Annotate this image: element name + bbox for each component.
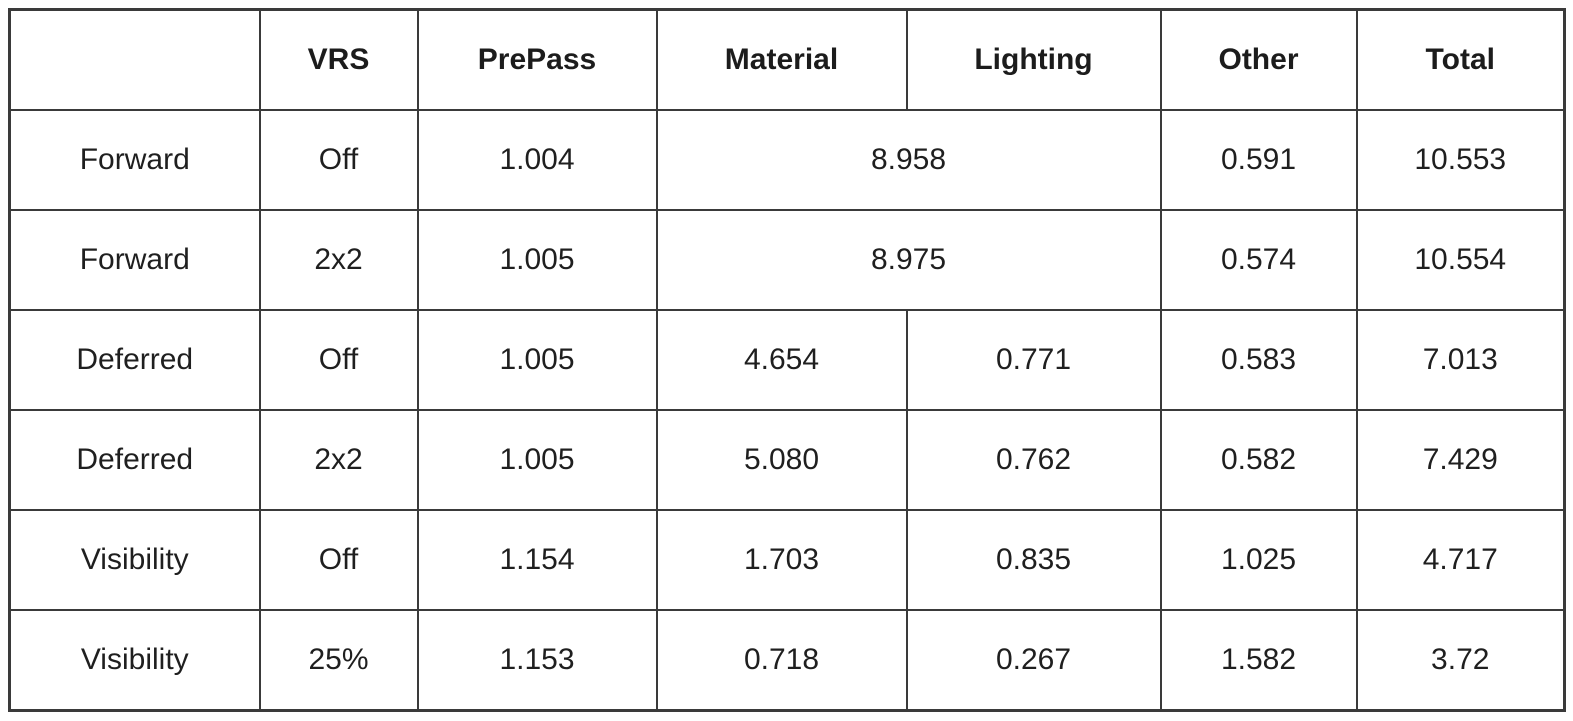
other-cell: 1.025 bbox=[1159, 509, 1358, 611]
total-cell: 10.554 bbox=[1355, 209, 1566, 311]
material-cell: 5.080 bbox=[655, 409, 908, 511]
total-cell: 7.429 bbox=[1355, 409, 1566, 511]
table-row: Forward 2x2 1.005 8.975 0.574 10.554 bbox=[8, 209, 1566, 311]
total-cell: 4.717 bbox=[1355, 509, 1566, 611]
total-cell: 3.72 bbox=[1355, 609, 1566, 712]
vrs-cell: 25% bbox=[258, 609, 419, 712]
header-material: Material bbox=[655, 8, 908, 111]
table-row: Forward Off 1.004 8.958 0.591 10.553 bbox=[8, 109, 1566, 211]
prepass-cell: 1.005 bbox=[416, 409, 658, 511]
vrs-cell: Off bbox=[258, 509, 419, 611]
pipeline-cell: Forward bbox=[8, 209, 261, 311]
lighting-cell: 0.835 bbox=[905, 509, 1162, 611]
other-cell: 0.574 bbox=[1159, 209, 1358, 311]
table-row: Visibility Off 1.154 1.703 0.835 1.025 4… bbox=[8, 509, 1566, 611]
prepass-cell: 1.005 bbox=[416, 209, 658, 311]
prepass-cell: 1.004 bbox=[416, 109, 658, 211]
prepass-cell: 1.153 bbox=[416, 609, 658, 712]
other-cell: 1.582 bbox=[1159, 609, 1358, 712]
pipeline-cell: Forward bbox=[8, 109, 261, 211]
table-row: Visibility 25% 1.153 0.718 0.267 1.582 3… bbox=[8, 609, 1566, 712]
render-timings-table: VRS PrePass Material Lighting Other Tota… bbox=[8, 8, 1566, 712]
header-other: Other bbox=[1159, 8, 1358, 111]
header-total: Total bbox=[1355, 8, 1566, 111]
vrs-cell: Off bbox=[258, 309, 419, 411]
vrs-cell: 2x2 bbox=[258, 209, 419, 311]
vrs-cell: Off bbox=[258, 109, 419, 211]
header-prepass: PrePass bbox=[416, 8, 658, 111]
prepass-cell: 1.154 bbox=[416, 509, 658, 611]
material-cell: 1.703 bbox=[655, 509, 908, 611]
lighting-cell: 0.771 bbox=[905, 309, 1162, 411]
vrs-cell: 2x2 bbox=[258, 409, 419, 511]
material-cell: 4.654 bbox=[655, 309, 908, 411]
material-lighting-merged-cell: 8.958 bbox=[655, 109, 1162, 211]
header-lighting: Lighting bbox=[905, 8, 1162, 111]
lighting-cell: 0.267 bbox=[905, 609, 1162, 712]
table-row: Deferred Off 1.005 4.654 0.771 0.583 7.0… bbox=[8, 309, 1566, 411]
header-vrs: VRS bbox=[258, 8, 419, 111]
prepass-cell: 1.005 bbox=[416, 309, 658, 411]
pipeline-cell: Deferred bbox=[8, 409, 261, 511]
material-cell: 0.718 bbox=[655, 609, 908, 712]
material-lighting-merged-cell: 8.975 bbox=[655, 209, 1162, 311]
other-cell: 0.583 bbox=[1159, 309, 1358, 411]
pipeline-cell: Deferred bbox=[8, 309, 261, 411]
other-cell: 0.582 bbox=[1159, 409, 1358, 511]
pipeline-cell: Visibility bbox=[8, 609, 261, 712]
other-cell: 0.591 bbox=[1159, 109, 1358, 211]
table-row: Deferred 2x2 1.005 5.080 0.762 0.582 7.4… bbox=[8, 409, 1566, 511]
total-cell: 7.013 bbox=[1355, 309, 1566, 411]
total-cell: 10.553 bbox=[1355, 109, 1566, 211]
pipeline-cell: Visibility bbox=[8, 509, 261, 611]
header-row: VRS PrePass Material Lighting Other Tota… bbox=[8, 8, 1566, 111]
lighting-cell: 0.762 bbox=[905, 409, 1162, 511]
header-pipeline-blank bbox=[8, 8, 261, 111]
